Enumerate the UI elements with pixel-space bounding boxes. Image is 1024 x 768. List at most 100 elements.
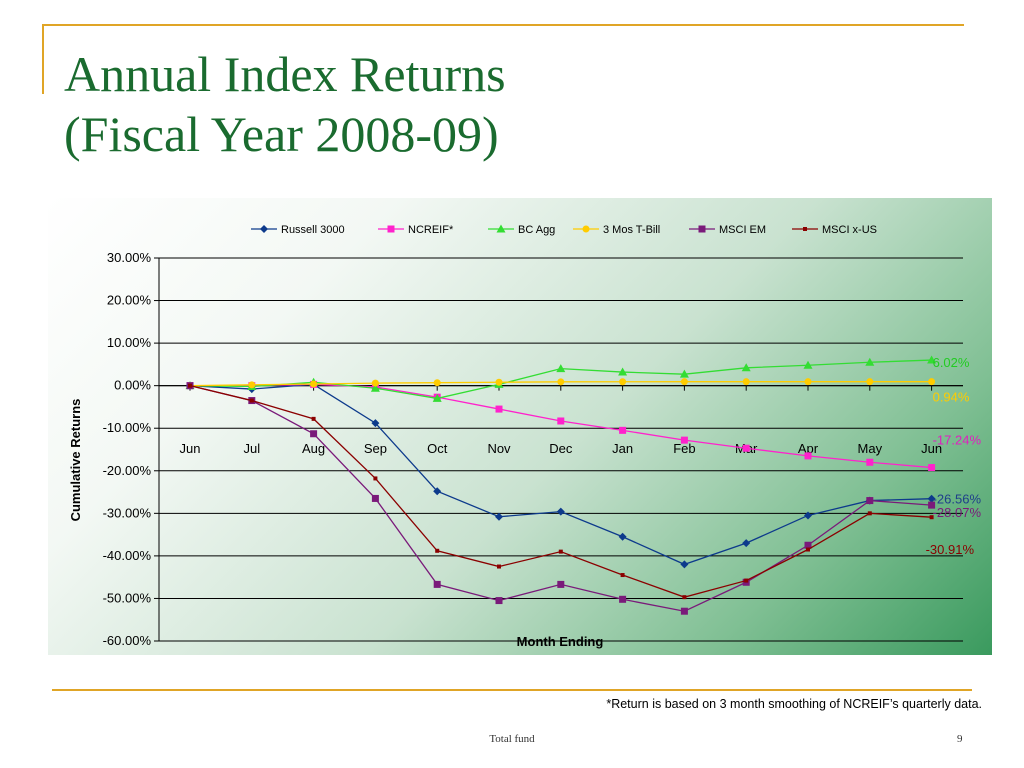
data-point bbox=[619, 426, 627, 434]
data-point bbox=[867, 511, 872, 516]
slide-title-line-1: Annual Index Returns bbox=[64, 46, 506, 102]
data-point bbox=[582, 225, 590, 233]
data-point bbox=[742, 539, 751, 548]
data-point bbox=[866, 497, 874, 505]
x-tick-label: Feb bbox=[673, 441, 695, 456]
legend-label: MSCI EM bbox=[719, 224, 766, 236]
footer-label: Total fund bbox=[489, 733, 535, 745]
data-point bbox=[556, 364, 566, 373]
title-top-rule bbox=[42, 24, 964, 26]
data-point bbox=[557, 378, 565, 386]
data-point bbox=[557, 417, 565, 425]
data-point bbox=[433, 580, 441, 588]
y-tick-label: -10.00% bbox=[103, 420, 152, 435]
slide-title-line-2: (Fiscal Year 2008-09) bbox=[64, 106, 499, 162]
data-point bbox=[248, 381, 256, 389]
data-point bbox=[804, 452, 812, 460]
data-point bbox=[188, 383, 192, 388]
legend-label: MSCI x-US bbox=[822, 224, 877, 236]
footnote: *Return is based on 3 month smoothing of… bbox=[606, 697, 982, 711]
data-point bbox=[373, 476, 378, 481]
legend-item: MSCI EM bbox=[689, 224, 766, 236]
x-axis-label: Month Ending bbox=[517, 634, 604, 649]
data-point bbox=[495, 512, 503, 521]
data-point bbox=[371, 379, 379, 387]
data-point bbox=[680, 560, 689, 569]
y-tick-label: 30.00% bbox=[107, 250, 152, 265]
legend-label: 3 Mos T-Bill bbox=[603, 224, 660, 236]
data-point bbox=[928, 378, 936, 386]
data-point bbox=[433, 487, 442, 496]
end-label: 6.02% bbox=[933, 355, 970, 370]
end-label: 0.94% bbox=[933, 390, 970, 405]
data-point bbox=[310, 380, 318, 388]
y-tick-label: -30.00% bbox=[103, 505, 152, 520]
data-point bbox=[927, 355, 937, 364]
x-tick-label: May bbox=[858, 441, 883, 456]
data-point bbox=[249, 398, 254, 403]
data-point bbox=[929, 515, 934, 520]
data-point bbox=[680, 436, 688, 444]
series-line bbox=[189, 385, 932, 598]
legend-label: Russell 3000 bbox=[281, 224, 345, 236]
data-point bbox=[495, 405, 503, 413]
x-tick-label: Jun bbox=[180, 441, 201, 456]
y-tick-label: 20.00% bbox=[107, 293, 152, 308]
end-label: -28.07% bbox=[933, 505, 982, 520]
footer-rule bbox=[52, 689, 972, 691]
legend-item: NCREIF* bbox=[378, 224, 454, 236]
data-point bbox=[558, 549, 563, 554]
data-point bbox=[619, 595, 627, 603]
data-point bbox=[310, 430, 318, 438]
legend-item: BC Agg bbox=[488, 224, 555, 236]
x-tick-labels: JunJulAugSepOctNovDecJanFebMarAprMayJun bbox=[180, 385, 942, 456]
title-left-rule bbox=[42, 24, 44, 94]
data-point bbox=[495, 378, 503, 386]
slide-title: Annual Index Returns (Fiscal Year 2008-0… bbox=[64, 44, 506, 164]
x-tick-label: Apr bbox=[798, 441, 819, 456]
data-point bbox=[742, 444, 750, 452]
data-point bbox=[742, 378, 750, 386]
legend-item: MSCI x-US bbox=[792, 224, 877, 236]
end-label: -17.24% bbox=[933, 433, 982, 448]
y-tick-label: 10.00% bbox=[107, 335, 152, 350]
data-point bbox=[804, 511, 812, 520]
data-point bbox=[371, 419, 380, 428]
end-label: -26.56% bbox=[933, 492, 982, 507]
line-chart: 30.00% 20.00% 10.00% 0.00% -10.00% -20.00% -30… bbox=[68, 224, 982, 649]
data-point bbox=[804, 541, 812, 549]
legend-label: NCREIF* bbox=[408, 224, 454, 236]
data-point bbox=[803, 227, 807, 231]
x-tick-label: Sep bbox=[364, 441, 387, 456]
data-point bbox=[741, 363, 751, 372]
series-group bbox=[185, 355, 937, 615]
data-point bbox=[387, 225, 395, 233]
data-point bbox=[433, 379, 441, 387]
data-point bbox=[803, 360, 813, 369]
data-point bbox=[371, 494, 379, 502]
series-msci-x-us bbox=[188, 383, 934, 600]
x-tick-label: Aug bbox=[302, 441, 325, 456]
data-point bbox=[698, 225, 706, 233]
data-point bbox=[435, 548, 440, 553]
data-point bbox=[620, 573, 625, 578]
y-tick-labels: 30.00% 20.00% 10.00% 0.00% -10.00% -20.00% -30… bbox=[103, 250, 159, 648]
end-labels: -26.56% -17.24% 6.02% 0.94% -28.07% -30.91% bbox=[926, 355, 982, 557]
y-axis-label: Cumulative Returns bbox=[68, 399, 83, 522]
data-point bbox=[311, 416, 316, 421]
end-label: -30.91% bbox=[926, 542, 975, 557]
data-point bbox=[866, 458, 874, 466]
data-point bbox=[744, 578, 749, 583]
data-point bbox=[682, 595, 687, 600]
data-point bbox=[260, 225, 268, 233]
data-point bbox=[804, 378, 812, 386]
data-point bbox=[618, 532, 627, 541]
y-tick-label: 0.00% bbox=[114, 378, 151, 393]
data-point bbox=[928, 501, 936, 509]
x-tick-label: Jun bbox=[921, 441, 942, 456]
data-point bbox=[865, 357, 875, 366]
x-tick-label: Dec bbox=[549, 441, 573, 456]
data-point bbox=[806, 547, 810, 552]
data-point bbox=[497, 564, 501, 569]
series-3-mos-t-bill bbox=[186, 378, 936, 390]
